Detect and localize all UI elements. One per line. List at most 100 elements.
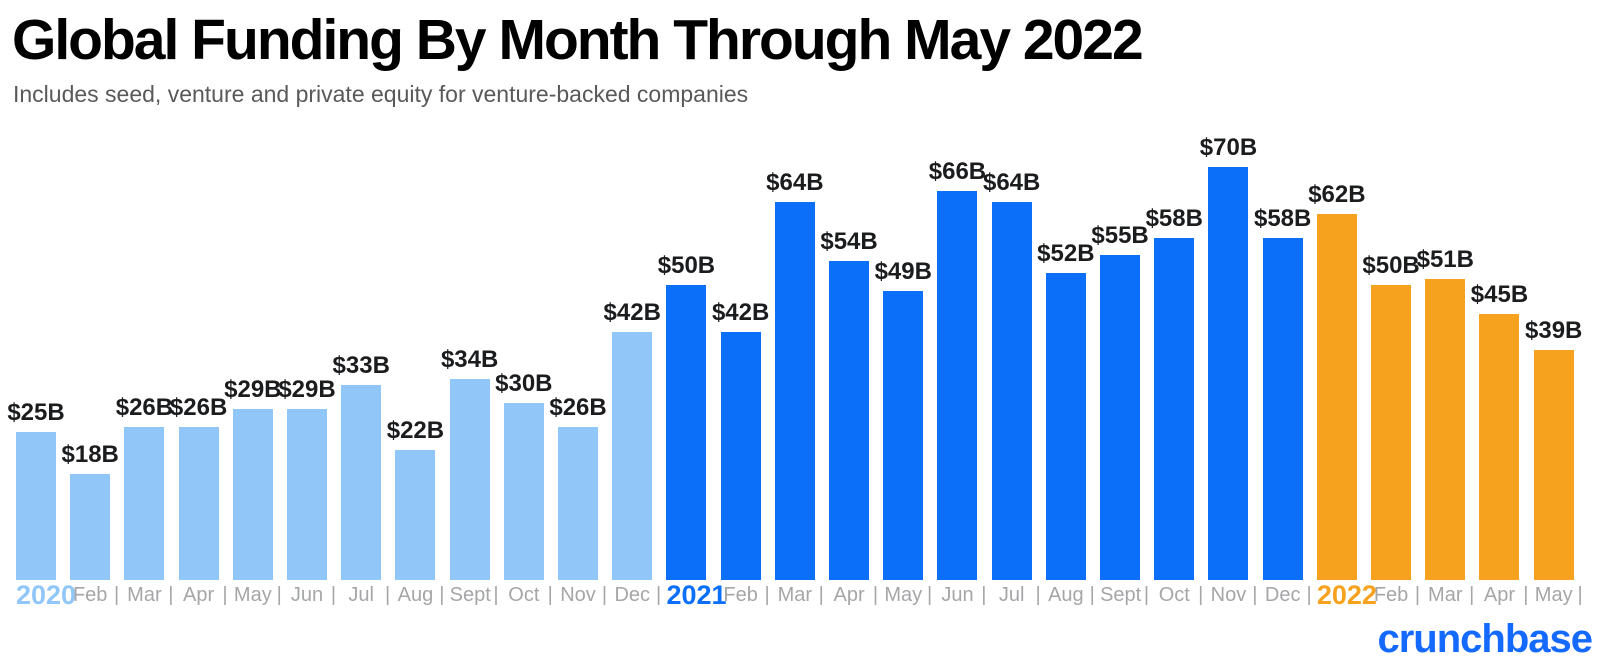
bar — [287, 409, 328, 580]
bar-value-label: $64B — [982, 169, 1041, 196]
bar-value-label: $33B — [332, 352, 390, 379]
axis-label-text: Sept — [449, 584, 491, 606]
axis-separator: | — [222, 584, 228, 606]
bar-value-label: $25B — [7, 399, 65, 426]
axis-separator: | — [1143, 584, 1150, 606]
axis-label-text: Feb — [723, 584, 758, 606]
bar-column: $62B 2022 — [1308, 131, 1377, 611]
axis-label-text: Nov — [560, 584, 596, 606]
year-axis-label: 2020 — [16, 580, 76, 610]
axis-separator: | — [818, 584, 824, 606]
axis-label-text: Nov — [1210, 584, 1247, 606]
bar-column: $42B Dec | — [604, 131, 662, 610]
bar — [395, 450, 436, 580]
year-axis-label: 2022 — [1317, 580, 1377, 610]
bar-value-label: $26B — [115, 394, 174, 421]
axis-label-text: 2021 — [666, 580, 727, 610]
bar-column: $70B Nov | — [1200, 131, 1258, 610]
bar-value-label: $26B — [169, 394, 228, 421]
bar-column: $64B Mar | — [766, 131, 824, 610]
month-axis-label: Mar | — [775, 580, 824, 610]
bar-value-label: $18B — [61, 441, 119, 468]
bar-value-label: $55B — [1091, 222, 1149, 249]
crunchbase-logo: crunchbase — [1377, 617, 1593, 661]
axis-label-text: Mar — [127, 584, 162, 606]
axis-label-text: Apr — [833, 584, 865, 606]
bar — [612, 332, 653, 580]
axis-separator: | — [330, 584, 337, 606]
axis-separator: | — [1577, 584, 1583, 606]
month-axis-label: Apr | — [179, 580, 228, 610]
bar-value-label: $50B — [1362, 252, 1420, 279]
bar — [1208, 167, 1249, 580]
bar — [341, 385, 382, 580]
month-axis-label: Aug | — [395, 580, 445, 610]
axis-separator: | — [601, 584, 608, 606]
month-axis-label: Oct | — [504, 580, 553, 610]
bar-column: $51B Mar | — [1417, 131, 1475, 610]
bar-value-label: $42B — [603, 299, 661, 326]
bar-column: $29B May | — [224, 131, 282, 610]
axis-separator: | — [872, 584, 879, 606]
axis-label-text: 2022 — [1316, 580, 1377, 610]
bar-value-label: $52B — [1037, 240, 1095, 267]
bar — [991, 202, 1032, 580]
axis-separator: | — [927, 584, 933, 606]
month-axis-label: May | — [883, 580, 932, 610]
bar — [1371, 285, 1412, 580]
bar — [720, 332, 761, 580]
bar — [774, 202, 815, 580]
bar-column: $58B Oct | — [1146, 131, 1204, 610]
axis-separator: | — [656, 584, 662, 606]
month-axis-label: Mar | — [124, 580, 173, 610]
axis-separator: | — [493, 584, 499, 606]
bar-column: $54B Apr | — [820, 131, 878, 610]
axis-label-text: Oct — [508, 584, 540, 606]
axis-label-text: 2020 — [16, 580, 77, 610]
chart-subtitle: Includes seed, venture and private equit… — [13, 80, 749, 107]
bar-value-label: $26B — [549, 394, 607, 421]
axis-label-text: Dec — [1264, 584, 1301, 606]
bar-column: $25B 2020 — [7, 131, 76, 611]
axis-label-text: May — [1534, 584, 1573, 606]
year-axis-label: 2021 — [666, 580, 726, 610]
axis-label-text: Mar — [1428, 584, 1463, 606]
axis-label-text: Jun — [941, 584, 974, 606]
bar-column: $29B Jun | — [278, 131, 336, 610]
bar-column: $26B Nov | — [549, 131, 607, 610]
axis-separator: | — [764, 584, 770, 606]
bar — [1045, 273, 1086, 580]
bar — [829, 261, 870, 580]
axis-label-text: Jun — [290, 584, 324, 606]
axis-separator: | — [1414, 584, 1421, 606]
axis-label-text: Oct — [1158, 584, 1190, 606]
month-axis-label: Feb | — [721, 580, 769, 610]
bar — [1316, 214, 1357, 580]
axis-separator: | — [1523, 584, 1529, 606]
axis-separator: | — [385, 584, 391, 606]
axis-separator: | — [439, 584, 445, 606]
axis-label-text: Sept — [1100, 584, 1142, 606]
bar — [883, 291, 924, 580]
chart-title: Global Funding By Month Through May 2022 — [12, 8, 1144, 72]
bar-column: $30B Oct | — [495, 131, 553, 610]
axis-separator: | — [168, 584, 174, 606]
month-axis-label: Jul | — [992, 580, 1041, 610]
month-axis-label: Jun | — [937, 580, 986, 610]
chart-header: Global Funding By Month Through May 2022… — [0, 0, 1600, 108]
bar-value-label: $64B — [766, 169, 824, 196]
bar-column: $55B Sept | — [1091, 131, 1149, 610]
bar — [1100, 255, 1141, 580]
axis-label-text: Feb — [1373, 584, 1409, 606]
month-axis-label: Jul | — [341, 580, 390, 610]
axis-separator: | — [981, 584, 987, 606]
bar-value-label: $49B — [874, 258, 932, 285]
bar-column: $39B May | — [1525, 131, 1583, 610]
bar — [16, 432, 56, 580]
axis-label-text: May — [884, 584, 923, 606]
month-axis-label: Sept | — [449, 580, 499, 610]
bar-column: $50B Feb | — [1362, 131, 1420, 610]
bar-value-label: $34B — [440, 346, 499, 373]
bar — [232, 409, 273, 580]
